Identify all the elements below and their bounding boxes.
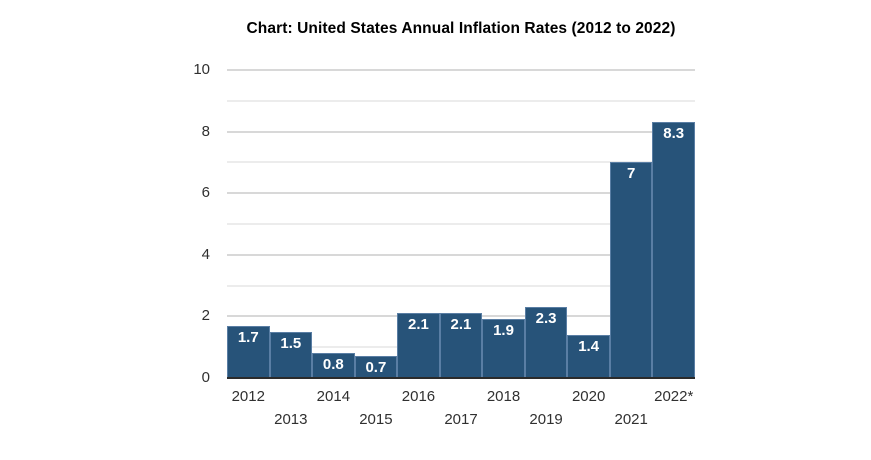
bar-2022*: 8.3 xyxy=(652,122,695,378)
bar-value-label: 2.3 xyxy=(535,310,557,327)
bar-value-label: 1.9 xyxy=(493,322,514,339)
gridline-minor xyxy=(227,161,695,164)
y-tick-label: 10 xyxy=(193,61,210,78)
bar-2021: 7 xyxy=(609,162,653,378)
x-tick-label: 2017 xyxy=(444,411,478,428)
bar-value-label: 2.1 xyxy=(450,316,472,333)
gridline-major xyxy=(227,253,695,256)
y-tick-label: 0 xyxy=(201,369,210,386)
gridline-minor xyxy=(227,223,695,225)
x-axis-baseline xyxy=(227,377,695,379)
bar-2015: 0.7 xyxy=(354,356,398,378)
bar-2020: 1.4 xyxy=(567,335,610,378)
bar-value-label: 1.5 xyxy=(280,335,302,352)
bar-2012: 1.7 xyxy=(227,326,270,378)
bar-value-label: 0.7 xyxy=(365,359,387,376)
bar-2019: 2.3 xyxy=(524,307,568,378)
bar-2016: 2.1 xyxy=(397,313,440,378)
x-tick-label: 2020 xyxy=(571,388,606,405)
plot-area: 1.7 1.5 0.8 0.7 2.1 2.1 1.9 2.3 1.4 7 8.3 xyxy=(227,69,695,379)
bar-2014: 0.8 xyxy=(312,353,355,378)
gridline-major xyxy=(227,69,695,71)
x-tick-label: 2016 xyxy=(401,388,436,405)
gridline-minor xyxy=(227,99,695,102)
x-tick-label: 2019 xyxy=(529,411,563,428)
y-tick-label: 2 xyxy=(201,307,210,325)
x-tick-label: 2022* xyxy=(654,388,694,405)
bar-value-label: 1.4 xyxy=(578,338,600,355)
gridline-major xyxy=(227,130,695,133)
bar-value-label: 2.1 xyxy=(408,316,429,333)
x-tick-label: 2021 xyxy=(614,411,648,428)
y-tick-label: 8 xyxy=(201,122,210,140)
gridline-major xyxy=(227,192,695,195)
x-tick-label: 2015 xyxy=(359,411,393,428)
gridline-minor xyxy=(227,284,695,287)
x-tick-label: 2013 xyxy=(274,411,308,428)
x-tick-label: 2014 xyxy=(316,388,351,405)
y-tick-label: 6 xyxy=(201,184,210,202)
y-tick-label: 4 xyxy=(201,245,210,263)
x-tick-label: 2018 xyxy=(486,388,521,405)
chart-title: Chart: United States Annual Inflation Ra… xyxy=(246,20,676,37)
bar-2013: 1.5 xyxy=(269,332,313,378)
bar-2017: 2.1 xyxy=(439,313,483,378)
bar-value-label: 8.3 xyxy=(663,125,685,142)
bar-2018: 1.9 xyxy=(482,319,525,378)
x-tick-label: 2012 xyxy=(231,388,265,405)
bar-value-label: 1.7 xyxy=(237,329,259,346)
bar-value-label: 0.8 xyxy=(322,356,344,373)
bar-value-label: 7 xyxy=(627,165,636,182)
